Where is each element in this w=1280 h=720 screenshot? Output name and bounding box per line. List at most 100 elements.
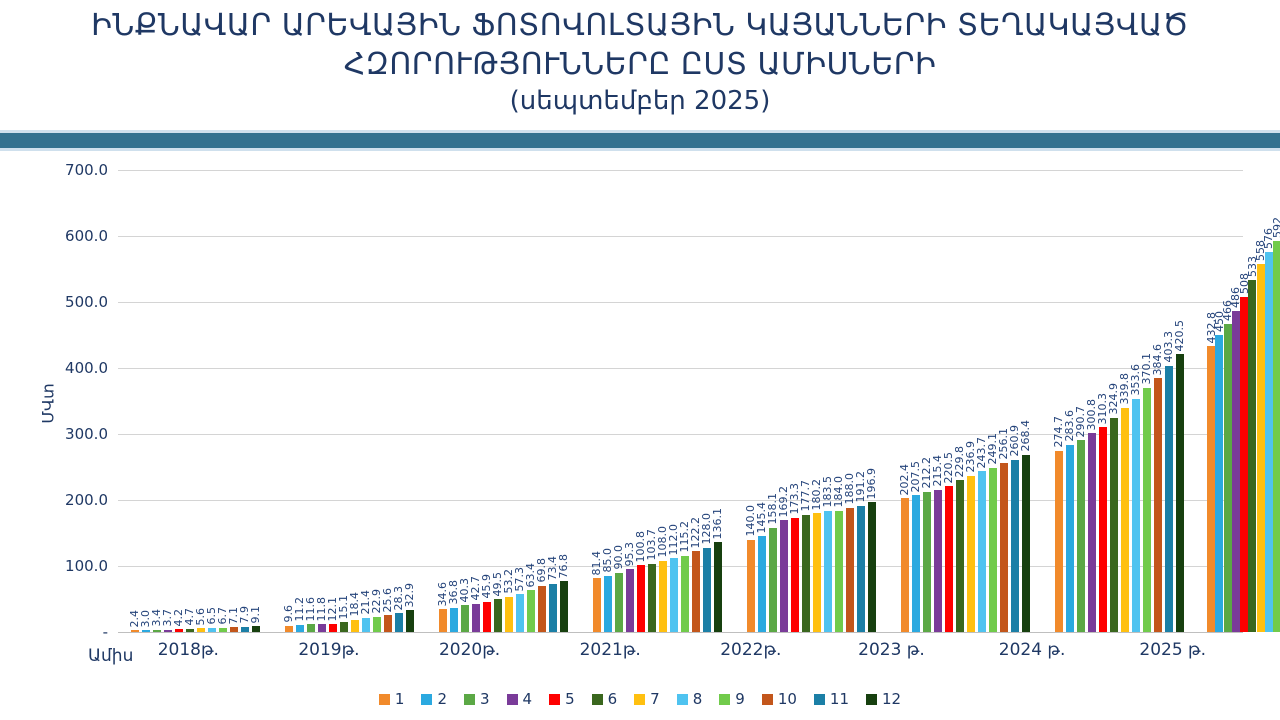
bar-month-10: [383, 615, 392, 632]
legend-item: 2: [421, 690, 447, 708]
bar-month-2: [757, 536, 766, 632]
bar-slot: 11.6: [304, 597, 317, 632]
bar-month-7: [350, 619, 359, 632]
legend-swatch-icon: [378, 693, 390, 705]
legend-item: 11: [813, 690, 849, 708]
x-axis-category-label: 2023 թ.: [858, 640, 925, 660]
bar-month-11: [240, 626, 249, 632]
gridline: [118, 500, 1243, 501]
legend-swatch-icon: [676, 693, 688, 705]
bar-group: 81.4 85.0 90.0 95.3 100.8 103.7 108.0 112.0 115.…: [580, 170, 734, 632]
bar-month-9: [834, 510, 843, 632]
bar-slot: 558: [1254, 240, 1267, 632]
bar-month-4: [317, 624, 326, 632]
bar-slot: 103.7: [645, 529, 658, 632]
bar-month-12: [405, 610, 414, 632]
bar-slot: 112.0: [667, 524, 680, 632]
bar-slot: 3.7: [161, 609, 174, 632]
legend-label: 4: [522, 690, 533, 708]
bar-slot: 236.9: [964, 441, 977, 632]
bar-slot: 592: [1270, 217, 1280, 632]
x-axis-category-label: 2018թ.: [157, 640, 219, 660]
y-tick-label: 300.0: [65, 425, 108, 443]
bar-month-12: [1021, 454, 1030, 632]
bar-month-2: [141, 630, 150, 632]
bar-slot: 81.4: [590, 551, 603, 632]
legend-label: 1: [394, 690, 405, 708]
chart-title-line2: ՀԶՈՐՈՒԹՅՈՒՆՆԵՐԸ ԸՍՏ ԱՄԻՍՆԵՐԻ: [343, 47, 937, 82]
bar-month-9: [988, 467, 997, 632]
bar-month-6: [955, 480, 964, 632]
bar-slot: 9.6: [282, 605, 295, 632]
legend: 1 2 3 4 5 6 7 8 9 10 11 12: [0, 690, 1280, 708]
bar-slot: 100.8: [634, 531, 647, 632]
bar-month-9: [680, 555, 689, 632]
bar-slot: 403.3: [1162, 331, 1175, 632]
bar-month-5: [790, 517, 799, 632]
legend-item: 6: [591, 690, 617, 708]
bar-slot: 207.5: [909, 461, 922, 632]
bar-month-7: [812, 513, 821, 632]
legend-item: 9: [719, 690, 745, 708]
legend-swatch-icon: [549, 693, 561, 705]
bar-month-1: [592, 578, 601, 632]
bar-slot: 249.1: [986, 433, 999, 632]
bar-slot: 243.7: [975, 437, 988, 632]
bar-slot: 212.2: [920, 457, 933, 632]
bar-month-8: [361, 617, 370, 632]
bar-slot: 9.1: [249, 605, 262, 632]
bar-month-8: [669, 558, 678, 632]
legend-swatch-icon: [421, 693, 433, 705]
bar-month-11: [1164, 365, 1173, 632]
bar-month-3: [614, 572, 623, 632]
bar-month-5: [328, 624, 337, 632]
bar-month-1: [130, 630, 139, 632]
bar-slot: 32.9: [403, 583, 416, 632]
bar-value-label: 592: [1270, 217, 1280, 239]
bar-slot: 63.4: [524, 563, 537, 632]
bar-month-5: [1240, 296, 1249, 632]
bar-slot: 5.6: [194, 608, 207, 632]
bar-month-4: [625, 569, 634, 632]
bar-month-2: [295, 624, 304, 632]
bar-slot: 128.0: [700, 513, 713, 632]
legend-label: 9: [735, 690, 745, 708]
bar-month-3: [460, 605, 469, 632]
bar-slot: 7.9: [238, 606, 251, 632]
legend-item: 4: [506, 690, 533, 708]
bar-slot: 183.5: [821, 476, 834, 632]
bar-slot: 339.8: [1118, 373, 1131, 632]
bar-slot: 108.0: [656, 526, 669, 632]
y-tick-label: 100.0: [65, 557, 108, 575]
gridline: [118, 434, 1243, 435]
bar-slot: 290.7: [1074, 406, 1087, 632]
bar-month-7: [1256, 263, 1265, 632]
bar-slot: 73.4: [546, 556, 559, 632]
bar-month-5: [944, 486, 953, 632]
bar-month-6: [1248, 280, 1257, 632]
bar-slot: 28.3: [392, 586, 405, 632]
bar-month-8: [515, 594, 524, 632]
bar-value-label: 9.1: [249, 605, 262, 624]
bar-slot: 370.1: [1140, 353, 1153, 632]
x-axis-category-label: 2022թ.: [720, 640, 782, 660]
bar-slot: 177.7: [799, 480, 812, 632]
bar-slot: 466: [1221, 300, 1234, 632]
bar-slot: 353.6: [1129, 364, 1142, 632]
legend-item: 12: [866, 690, 901, 708]
bar-month-3: [922, 491, 931, 632]
bar-slot: 25.6: [381, 588, 394, 632]
bar-month-10: [999, 462, 1008, 632]
bar-month-4: [1087, 433, 1096, 632]
bar-slot: 300.8: [1085, 399, 1098, 632]
bar-month-1: [900, 498, 909, 632]
legend-swatch-icon: [506, 693, 518, 705]
legend-swatch-icon: [813, 693, 825, 705]
bar-group: 140.0 145.4 158.1 169.2 173.3 177.7 180.2 183.5…: [734, 170, 888, 632]
legend-swatch-icon: [634, 693, 646, 705]
bar-value-label: 196.9: [865, 467, 878, 500]
bar-slot: 215.4: [931, 455, 944, 632]
bar-month-3: [1076, 440, 1085, 632]
bar-slot: 256.1: [997, 428, 1010, 632]
bar-slot: 11.2: [293, 597, 306, 632]
